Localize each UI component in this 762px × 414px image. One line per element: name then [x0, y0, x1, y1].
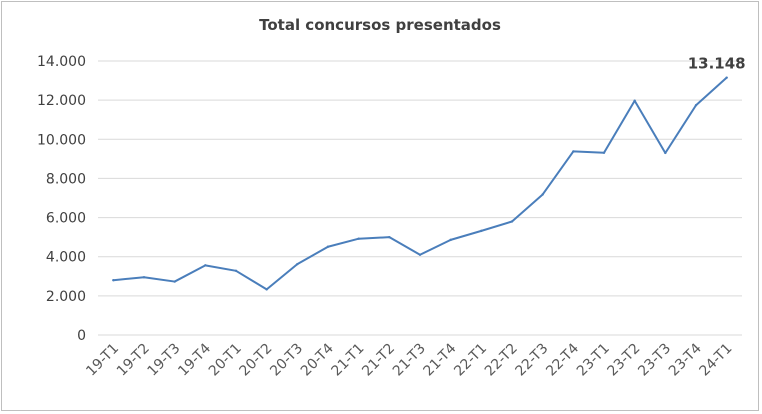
x-tick-label: 20-T3 — [267, 341, 306, 380]
x-tick-label: 23-T4 — [666, 340, 705, 379]
series-layer — [112, 76, 728, 291]
data-point — [388, 235, 391, 239]
x-tick-label: 19-T3 — [145, 341, 184, 380]
data-point — [602, 151, 606, 154]
x-tick-label: 20-T4 — [298, 340, 337, 379]
data-point — [480, 229, 483, 233]
x-tick-label: 19-T4 — [175, 340, 214, 379]
data-point — [173, 280, 176, 283]
data-point — [418, 253, 422, 256]
series-line — [112, 76, 728, 291]
data-point — [204, 264, 207, 267]
data-point — [357, 237, 360, 240]
y-tick-label: 6.000 — [46, 211, 86, 227]
x-tick-label: 21-T4 — [421, 340, 460, 379]
x-tick-label: 23-T3 — [635, 341, 674, 380]
x-tick-label: 21-T1 — [329, 341, 368, 380]
x-tick-label: 21-T3 — [390, 341, 429, 380]
data-point — [449, 238, 452, 242]
y-tick-label: 4.000 — [46, 250, 86, 266]
data-label: 13.148 — [688, 55, 746, 73]
data-point — [326, 245, 330, 248]
x-tick-label: 21-T2 — [359, 341, 398, 380]
y-tick-label: 12.000 — [37, 93, 86, 109]
x-tick-label: 22-T4 — [543, 340, 582, 379]
y-tick-label: 8.000 — [46, 171, 86, 187]
data-point — [633, 99, 636, 102]
x-axis-ticks: 19-T119-T219-T319-T420-T120-T220-T320-T4… — [83, 340, 735, 379]
data-point — [265, 288, 268, 291]
x-tick-label: 24-T1 — [697, 341, 736, 380]
y-tick-label: 2.000 — [46, 289, 86, 305]
data-point — [541, 193, 544, 196]
y-tick-label: 14.000 — [37, 54, 86, 70]
gridlines — [98, 60, 742, 336]
x-tick-label: 22-T3 — [513, 341, 552, 380]
y-axis-ticks: 0 2.000 4.000 6.000 8.000 10.000 12.000 14.000 — [37, 54, 86, 344]
x-tick-label: 23-T1 — [574, 341, 613, 380]
data-point — [296, 262, 299, 266]
y-tick-label: 0 — [77, 328, 86, 344]
y-tick-label: 10.000 — [37, 132, 86, 148]
data-point — [664, 151, 667, 155]
x-tick-label: 22-T2 — [482, 341, 521, 380]
data-point — [572, 150, 575, 153]
data-point — [510, 220, 514, 223]
data-point — [694, 104, 698, 107]
x-tick-label: 23-T2 — [605, 341, 644, 380]
x-tick-label: 20-T2 — [237, 341, 276, 380]
x-tick-label: 19-T1 — [83, 341, 122, 380]
chart-title: Total concursos presentados — [259, 16, 501, 34]
x-tick-label: 19-T2 — [114, 341, 153, 380]
data-point — [142, 276, 146, 279]
x-tick-label: 22-T1 — [451, 341, 490, 380]
data-point — [725, 76, 728, 79]
x-tick-label: 20-T1 — [206, 341, 245, 380]
data-point — [112, 279, 115, 282]
data-labels: 13.148 — [688, 55, 746, 73]
data-point — [234, 269, 238, 273]
